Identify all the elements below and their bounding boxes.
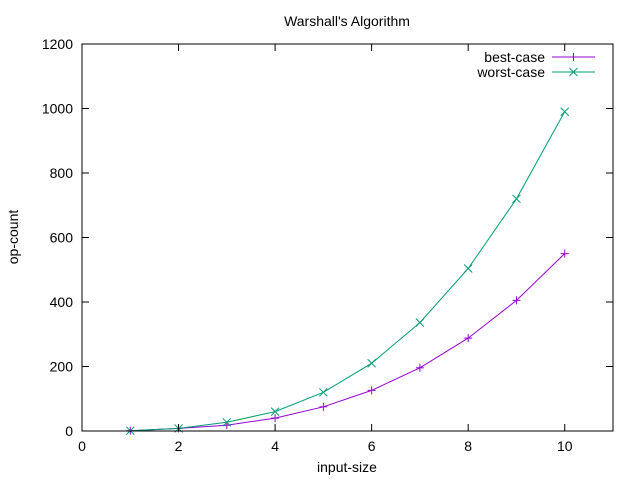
axis-ticks: 0 2 4 6 8 10 0 200 400 600 800 1000 1200 xyxy=(42,36,613,454)
chart-title: Warshall's Algorithm xyxy=(284,13,410,29)
data-point-worst-case xyxy=(270,407,280,417)
x-axis-label: input-size xyxy=(317,459,377,475)
x-tick-label: 8 xyxy=(464,438,472,454)
plot-area xyxy=(125,107,570,436)
data-point-worst-case xyxy=(319,387,328,397)
x-tick-label: 2 xyxy=(175,438,183,454)
x-tick-label: 0 xyxy=(78,438,86,454)
legend-label-worst-case: worst-case xyxy=(476,64,545,80)
y-tick-label: 800 xyxy=(50,165,74,181)
data-point-worst-case xyxy=(512,194,521,204)
y-tick-label: 600 xyxy=(50,230,74,246)
data-point-best-case xyxy=(560,249,569,258)
x-tick-label: 10 xyxy=(557,438,573,454)
data-point-best-case xyxy=(319,402,328,411)
data-point-best-case xyxy=(415,363,424,372)
data-point-worst-case xyxy=(415,318,425,327)
y-tick-label: 1200 xyxy=(42,36,73,52)
data-point-worst-case xyxy=(463,264,473,273)
y-axis-label: op-count xyxy=(5,210,21,265)
data-point-best-case xyxy=(512,296,521,305)
data-point-worst-case xyxy=(560,107,570,117)
legend-marker-best-case xyxy=(569,53,578,61)
data-point-worst-case xyxy=(222,417,232,427)
legend-marker-worst-case xyxy=(569,67,578,77)
x-tick-label: 6 xyxy=(368,438,376,454)
y-tick-label: 0 xyxy=(65,423,73,439)
data-point-worst-case xyxy=(367,358,376,368)
y-tick-label: 400 xyxy=(50,294,74,310)
series-line-worst-case xyxy=(130,111,566,432)
y-tick-label: 1000 xyxy=(42,101,73,117)
data-point-best-case xyxy=(464,334,473,343)
legend-label-best-case: best-case xyxy=(484,49,545,65)
data-point-best-case xyxy=(271,414,280,423)
x-tick-label: 4 xyxy=(271,438,279,454)
y-tick-label: 200 xyxy=(50,359,74,375)
series-line-best-case xyxy=(130,253,566,432)
data-point-best-case xyxy=(367,386,376,395)
